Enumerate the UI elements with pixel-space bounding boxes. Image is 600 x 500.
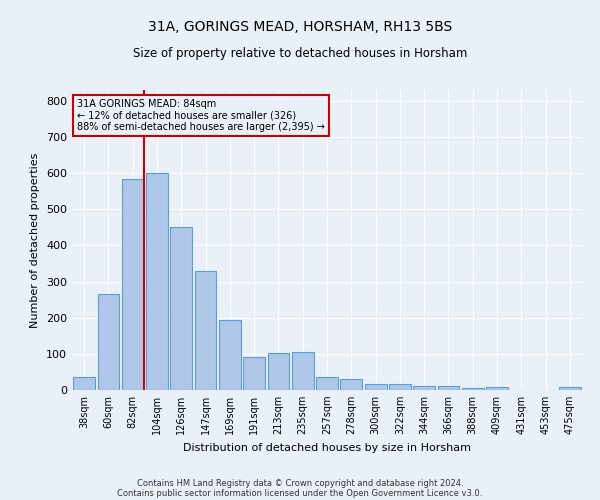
Bar: [340, 379, 362, 390]
Bar: [486, 387, 508, 390]
Text: 31A, GORINGS MEAD, HORSHAM, RH13 5BS: 31A, GORINGS MEAD, HORSHAM, RH13 5BS: [148, 20, 452, 34]
Bar: [219, 320, 241, 390]
Bar: [122, 178, 143, 390]
Bar: [97, 294, 119, 390]
Bar: [292, 352, 314, 390]
Text: Contains HM Land Registry data © Crown copyright and database right 2024.: Contains HM Land Registry data © Crown c…: [137, 478, 463, 488]
Bar: [146, 173, 168, 390]
Text: 31A GORINGS MEAD: 84sqm
← 12% of detached houses are smaller (326)
88% of semi-d: 31A GORINGS MEAD: 84sqm ← 12% of detache…: [77, 99, 325, 132]
Bar: [462, 388, 484, 390]
Bar: [316, 378, 338, 390]
Bar: [365, 384, 386, 390]
Bar: [437, 386, 460, 390]
X-axis label: Distribution of detached houses by size in Horsham: Distribution of detached houses by size …: [183, 442, 471, 452]
Bar: [170, 228, 192, 390]
Y-axis label: Number of detached properties: Number of detached properties: [31, 152, 40, 328]
Bar: [389, 384, 411, 390]
Bar: [73, 378, 95, 390]
Bar: [243, 358, 265, 390]
Text: Contains public sector information licensed under the Open Government Licence v3: Contains public sector information licen…: [118, 488, 482, 498]
Text: Size of property relative to detached houses in Horsham: Size of property relative to detached ho…: [133, 48, 467, 60]
Bar: [559, 388, 581, 390]
Bar: [268, 353, 289, 390]
Bar: [194, 270, 217, 390]
Bar: [413, 386, 435, 390]
